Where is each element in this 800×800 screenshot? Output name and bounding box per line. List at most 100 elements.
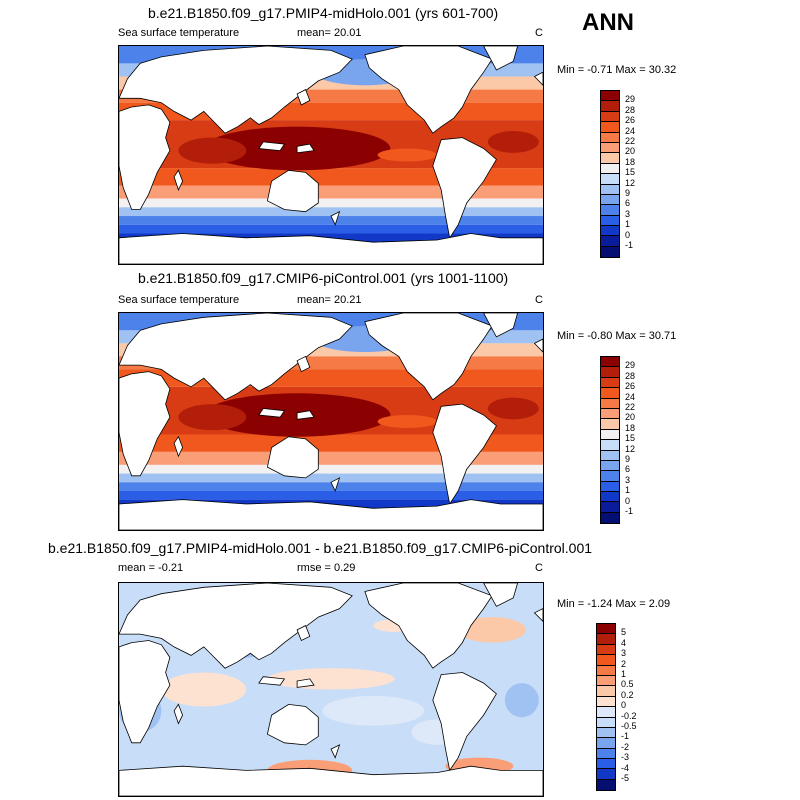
colorbar-tick-label: 3: [625, 474, 631, 485]
colorbar-box: [597, 707, 615, 718]
land-outline: [119, 640, 171, 744]
colorbar-tick-label: 28: [625, 104, 636, 115]
panel-1-minmax: Min = -0.71 Max = 30.32: [557, 64, 677, 76]
land-outline: [483, 583, 519, 607]
colorbar-tick-label: 12: [625, 177, 636, 188]
atlantic-warm: [487, 131, 539, 153]
sst-band: [119, 473, 543, 483]
colorbar-box: [601, 174, 619, 185]
colorbar-box: [597, 717, 615, 728]
colorbar-tick-label: 6: [625, 464, 631, 475]
colorbar-box: [597, 696, 615, 708]
indian-ocean-warm: [178, 137, 247, 164]
panel-2-minmax: Min = -0.80 Max = 30.71: [557, 330, 677, 342]
colorbar-box: [601, 377, 619, 389]
colorbar-box: [597, 738, 615, 749]
land-outline: [296, 143, 315, 154]
sst-band: [119, 207, 543, 217]
land-outline: [483, 46, 519, 71]
land-outline: [533, 608, 543, 622]
sst-band: [119, 198, 543, 208]
land-outline: [296, 89, 311, 106]
colorbar-box: [601, 215, 619, 227]
colorbar-box: [601, 408, 619, 420]
colorbar-tick-label: 3: [621, 648, 627, 659]
sst-band: [119, 464, 543, 474]
colorbar-tick-label: 12: [625, 443, 636, 454]
land-outline: [119, 233, 543, 264]
colorbar-box: [597, 675, 615, 687]
colorbar-box: [601, 398, 619, 409]
colorbar-box: [601, 419, 619, 430]
colorbar-box: [597, 634, 615, 645]
colorbar-tick-label: -1: [625, 506, 634, 516]
panel-3-mean: mean = -0.21: [118, 562, 184, 574]
colorbar-tick-label: -1: [625, 240, 634, 250]
colorbar-box: [601, 502, 619, 513]
colorbar-tick-label: 3: [625, 208, 631, 219]
colorbar-tick-label: 22: [625, 402, 636, 412]
colorbar-box: [601, 512, 619, 524]
indian-ocean-warm: [178, 404, 247, 431]
land-outline: [330, 210, 341, 226]
colorbar-box: [601, 163, 619, 175]
colorbar-box: [601, 91, 619, 102]
colorbar-tick-label: 28: [625, 370, 636, 381]
sst-band: [119, 490, 543, 500]
colorbar-tick-label: 4: [621, 637, 627, 648]
sst-band: [119, 185, 543, 199]
diff-patch: [458, 617, 527, 643]
colorbar-box: [601, 226, 619, 237]
panel-3-units: C: [535, 562, 543, 574]
land-outline: [119, 46, 353, 134]
land-outline: [173, 703, 184, 725]
colorbar-tick-label: -1: [621, 731, 630, 742]
colorbar-tick-label: 15: [625, 167, 636, 178]
colorbar-tick-label: -2: [621, 741, 630, 752]
colorbar-box: [597, 655, 615, 666]
land-outline: [119, 104, 171, 210]
diff-patch: [267, 668, 395, 690]
panel-2-title: b.e21.B1850.f09_g17.CMIP6-piControl.001 …: [138, 270, 509, 286]
land-outline: [258, 141, 286, 152]
colorbar-box: [597, 644, 615, 656]
colorbar-box: [601, 122, 619, 133]
colorbar-box: [601, 205, 619, 216]
land-outline: [258, 408, 286, 418]
colorbar-box: [601, 440, 619, 451]
land-outline: [119, 583, 353, 669]
colorbar-box: [601, 481, 619, 493]
colorbar-box: [601, 367, 619, 378]
colorbar-tick-label: 0: [625, 229, 631, 240]
colorbar-tick-label: -0.5: [621, 721, 637, 731]
land-outline: [330, 477, 341, 492]
land-outline: [533, 71, 543, 86]
colorbar-tick-label: 26: [625, 115, 636, 126]
colorbar-box: [601, 153, 619, 164]
panel-1-title: b.e21.B1850.f09_g17.PMIP4-midHolo.001 (y…: [148, 5, 499, 21]
sst-band: [119, 224, 543, 234]
colorbar-box: [597, 759, 615, 770]
land-outline: [119, 765, 543, 796]
panel-3-map: [118, 582, 544, 797]
colorbar-tick-label: 22: [625, 136, 636, 146]
land-outline: [533, 338, 543, 353]
land-outline: [119, 371, 171, 477]
panel-2-units: C: [535, 294, 543, 306]
panel-3-colorbar: [596, 623, 616, 792]
season-label: ANN: [582, 9, 634, 36]
colorbar-box: [601, 142, 619, 154]
land-outline: [296, 410, 315, 420]
sst-band: [119, 451, 543, 465]
panel-1-map: [118, 45, 544, 265]
colorbar-box: [597, 748, 615, 760]
colorbar-tick-label: 0: [621, 700, 627, 711]
panel-3-minmax: Min = -1.24 Max = 2.09: [557, 598, 671, 610]
sst-map-2: [119, 313, 543, 530]
colorbar-tick-label: 5: [621, 627, 627, 638]
land-outline: [296, 355, 311, 373]
colorbar-box: [597, 624, 615, 635]
colorbar-tick-label: 29: [625, 94, 636, 105]
diff-patch: [161, 672, 247, 707]
panel-3-rmse: rmse = 0.29: [297, 562, 356, 574]
